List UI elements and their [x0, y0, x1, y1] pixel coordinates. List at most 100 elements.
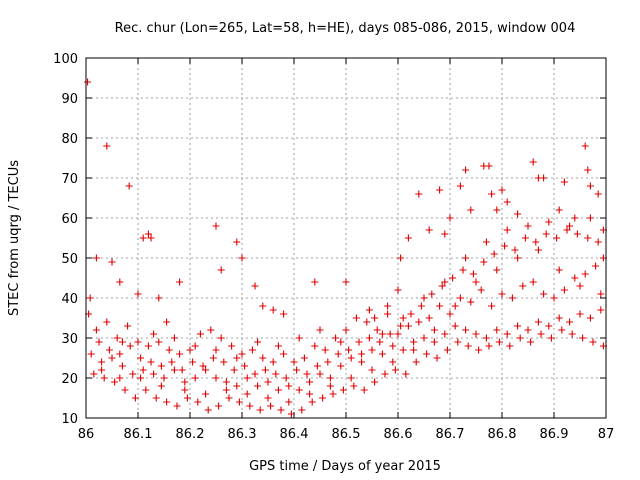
data-point: [581, 270, 589, 278]
data-point: [508, 294, 516, 302]
data-point: [313, 362, 321, 370]
y-tick-labels: 10 20 30 40 50 60 70 80 90 100: [53, 52, 78, 427]
x-tick-label: 86.2: [176, 427, 205, 442]
data-point: [555, 206, 563, 214]
data-point: [516, 334, 524, 342]
data-point: [592, 262, 600, 270]
data-point: [212, 374, 220, 382]
data-point: [477, 286, 485, 294]
data-point: [550, 294, 558, 302]
data-point: [233, 238, 241, 246]
data-point: [443, 346, 451, 354]
data-point: [573, 230, 581, 238]
x-tick-label: 86.7: [436, 427, 465, 442]
data-point: [222, 386, 230, 394]
y-tick-label: 100: [53, 52, 78, 67]
data-point: [555, 266, 563, 274]
data-point: [488, 302, 496, 310]
data-point: [571, 214, 579, 222]
data-point: [394, 330, 402, 338]
data-point: [84, 78, 92, 86]
data-point: [563, 226, 571, 234]
data-point: [202, 366, 210, 374]
data-point: [86, 294, 94, 302]
data-point: [402, 370, 410, 378]
data-point: [482, 238, 490, 246]
x-tick-label: 86.8: [488, 427, 517, 442]
data-point: [285, 382, 293, 390]
data-point: [594, 190, 602, 198]
data-point: [391, 366, 399, 374]
data-point: [540, 290, 548, 298]
data-point: [542, 230, 550, 238]
data-point: [108, 354, 116, 362]
data-point: [410, 346, 418, 354]
data-point: [498, 290, 506, 298]
data-point: [485, 162, 493, 170]
data-point: [350, 382, 358, 390]
data-point: [553, 234, 561, 242]
data-point: [139, 234, 147, 242]
data-point: [506, 342, 514, 350]
data-point: [155, 338, 163, 346]
data-point: [209, 354, 217, 362]
data-point: [321, 346, 329, 354]
data-point: [163, 398, 171, 406]
data-point: [501, 242, 509, 250]
data-point: [368, 346, 376, 354]
data-point: [384, 302, 392, 310]
data-point: [462, 166, 470, 174]
data-point: [95, 338, 103, 346]
data-point: [183, 394, 191, 402]
data-point: [451, 302, 459, 310]
y-axis-label: STEC from uqrg / TECUs: [7, 160, 22, 316]
data-point: [371, 314, 379, 322]
data-point: [493, 206, 501, 214]
data-point: [597, 306, 605, 314]
y-tick-label: 90: [61, 92, 78, 107]
data-point: [449, 274, 457, 282]
y-tick-label: 20: [61, 372, 78, 387]
plot-frame: [85, 57, 607, 419]
data-point: [407, 310, 415, 318]
data-point: [103, 318, 111, 326]
data-point: [514, 210, 522, 218]
data-point: [233, 354, 241, 362]
data-point: [191, 374, 199, 382]
data-point: [217, 334, 225, 342]
data-point: [243, 390, 251, 398]
data-point: [316, 326, 324, 334]
data-point: [204, 406, 212, 414]
data-point: [503, 198, 511, 206]
data-point: [456, 294, 464, 302]
data-point: [285, 398, 293, 406]
data-point: [267, 402, 275, 410]
data-point: [436, 302, 444, 310]
data-point: [412, 358, 420, 366]
data-point: [238, 350, 246, 358]
data-point: [280, 310, 288, 318]
data-point: [441, 278, 449, 286]
data-point: [482, 334, 490, 342]
data-point: [454, 338, 462, 346]
y-tick-label: 60: [61, 212, 78, 227]
data-point: [472, 278, 480, 286]
data-point: [337, 362, 345, 370]
data-point: [342, 278, 350, 286]
data-point: [560, 178, 568, 186]
data-point: [228, 342, 236, 350]
data-point: [337, 338, 345, 346]
data-point: [261, 366, 269, 374]
data-point: [147, 358, 155, 366]
data-point: [316, 370, 324, 378]
data-point: [300, 354, 308, 362]
data-point: [384, 310, 392, 318]
data-point: [339, 386, 347, 394]
data-point: [524, 326, 532, 334]
x-tick-label: 86.4: [280, 427, 309, 442]
data-point: [308, 398, 316, 406]
data-point: [480, 258, 488, 266]
data-point: [358, 350, 366, 358]
data-point: [428, 290, 436, 298]
data-point: [92, 326, 100, 334]
